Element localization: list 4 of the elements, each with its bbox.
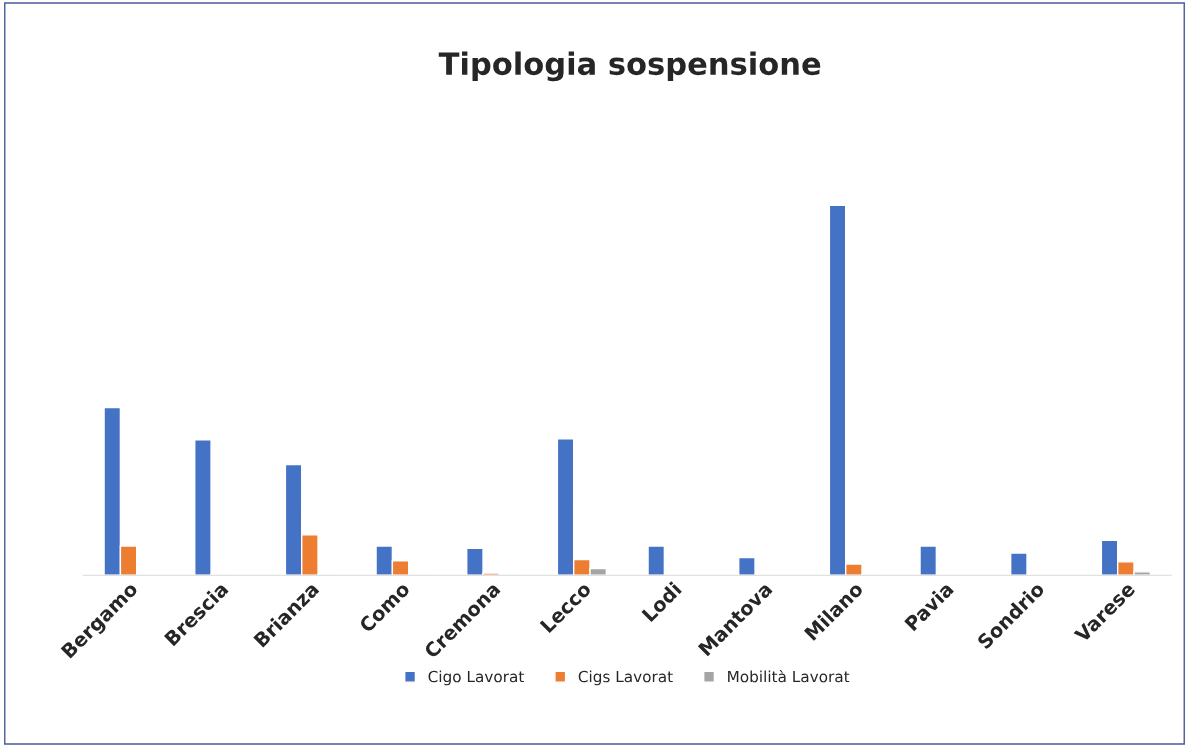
chart-title: Tipologia sospensione <box>438 51 821 82</box>
legend-label: Cigo Lavorat <box>428 670 524 686</box>
legend-label: Cigs Lavorat <box>578 670 673 686</box>
legend-label: Mobilità Lavorat <box>728 669 850 683</box>
